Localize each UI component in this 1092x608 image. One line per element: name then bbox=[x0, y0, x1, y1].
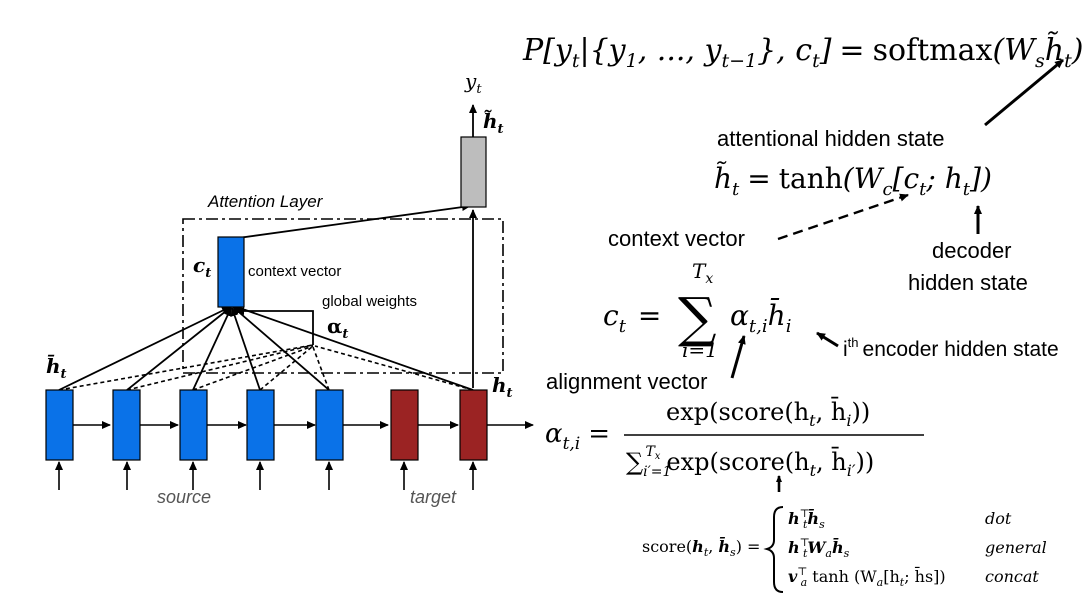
encoder-hidden-state-label: ith encoder hidden state bbox=[843, 335, 1059, 361]
h-tilde-label: h̃t bbox=[483, 109, 504, 137]
svg-text:i=1: i=1 bbox=[682, 338, 718, 362]
encoder-to-context-lines bbox=[58, 304, 474, 391]
encoder-state-2 bbox=[112, 389, 141, 461]
to-attentional-lines bbox=[230, 104, 477, 388]
weights-to-context bbox=[235, 307, 314, 345]
encoder-hidden-arrow bbox=[816, 331, 839, 348]
attention-layer-box bbox=[182, 218, 504, 374]
global-weights-label: global weights bbox=[322, 293, 417, 310]
context-vector-label: context vector bbox=[608, 226, 745, 251]
input-arrows bbox=[55, 461, 477, 490]
hbar-t-label: h̄t bbox=[46, 353, 67, 382]
decoder-states bbox=[390, 389, 488, 461]
attentional-state-equation: h̃t = tanh(Wc[ct; ht]) bbox=[714, 161, 992, 200]
svg-text:αt,ih̄i: αt,ih̄i bbox=[730, 297, 791, 337]
score-name-dot: dot bbox=[985, 509, 1012, 528]
y-out-label: yt bbox=[464, 69, 482, 97]
source-label: source bbox=[157, 487, 211, 507]
alpha-t-label: αt bbox=[327, 314, 348, 342]
decoder-label-line1: decoder bbox=[932, 238, 1012, 263]
decoder-state-2 bbox=[459, 389, 488, 461]
attentional-to-output-arrow bbox=[984, 58, 1064, 127]
output-probability-equation: P[yt|{y1, ..., yt−1}, ct] = softmax(Wsh̃t) bbox=[522, 31, 1083, 72]
svg-text:exp(score(ht, h̄i)): exp(score(ht, h̄i)) bbox=[666, 397, 870, 430]
svg-text:ct=: ct = bbox=[603, 299, 661, 337]
encoder-states bbox=[45, 389, 344, 461]
alignment-vector-arrow bbox=[730, 335, 746, 379]
encoder-state-4 bbox=[246, 389, 275, 461]
score-name-concat: concat bbox=[985, 567, 1039, 586]
context-equation: ct = Tx ∑ i=1 αt,ih̄i bbox=[603, 259, 791, 362]
svg-text:αt,i=: αt,i = bbox=[545, 419, 610, 454]
score-row-concat: v⊤ a tanh (Wa[ht; h̄s]) bbox=[788, 565, 946, 589]
decoder-label-line2: hidden state bbox=[908, 270, 1028, 295]
h-t-label: ht bbox=[492, 373, 513, 401]
attentional-hidden-box bbox=[460, 136, 487, 208]
decoder-state-1 bbox=[390, 389, 419, 461]
encoder-state-1 bbox=[45, 389, 74, 461]
target-label: target bbox=[410, 487, 457, 507]
attention-layer-label: Attention Layer bbox=[207, 192, 324, 211]
encoder-to-weights-lines bbox=[58, 344, 474, 391]
svg-text:∑: ∑ bbox=[678, 286, 717, 349]
score-equation: score(ht, h̄s) = h⊤ th̄s dot h⊤ tWah̄s gen… bbox=[642, 506, 1047, 593]
score-row-general: h⊤ tWah̄s bbox=[788, 536, 850, 560]
alignment-vector-label: alignment vector bbox=[546, 369, 707, 394]
context-vector-arrow bbox=[777, 193, 909, 241]
attentional-hidden-state-label: attentional hidden state bbox=[717, 126, 945, 151]
encoder-state-5 bbox=[315, 389, 344, 461]
svg-text:Tx: Tx bbox=[692, 259, 713, 287]
svg-text:score(ht, h̄s) =: score(ht, h̄s) = bbox=[642, 536, 760, 559]
encoder-state-3 bbox=[179, 389, 208, 461]
c-t-label: ct bbox=[193, 253, 211, 281]
alignment-equation: αt,i = exp(score(ht, h̄i)) ∑i′=1Tx exp(sco… bbox=[545, 397, 924, 480]
score-name-general: general bbox=[985, 538, 1047, 557]
score-row-dot: h⊤ th̄s bbox=[788, 507, 825, 531]
context-vector-small-label: context vector bbox=[248, 263, 341, 280]
context-vector-box bbox=[217, 236, 245, 308]
